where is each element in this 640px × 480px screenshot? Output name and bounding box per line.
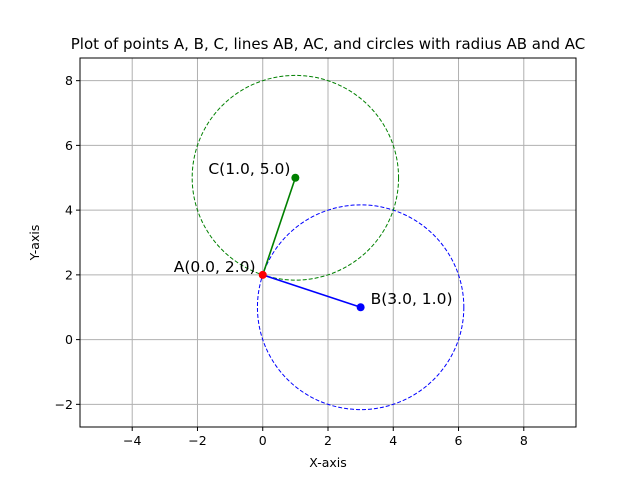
x-tick-label: −2 <box>188 433 206 448</box>
y-axis-label: Y-axis <box>27 225 42 262</box>
x-tick-label: −4 <box>123 433 141 448</box>
point-c-label: C(1.0, 5.0) <box>208 160 290 178</box>
y-tick-label: 2 <box>65 267 73 282</box>
segment-ac <box>261 177 297 276</box>
y-tick-label: −2 <box>55 397 73 412</box>
y-tick-label: 0 <box>65 332 73 347</box>
circle-ab-dashed <box>256 204 465 411</box>
x-axis-label: X-axis <box>309 455 347 470</box>
point-a-marker <box>258 270 267 279</box>
point-a-label: A(0.0, 2.0) <box>174 258 256 276</box>
segment-ab <box>262 274 361 308</box>
circles <box>191 74 465 411</box>
circle-ac-dashed <box>191 74 400 281</box>
x-tick-label: 4 <box>389 433 397 448</box>
point-b-marker <box>356 303 365 312</box>
x-tick-label: 6 <box>455 433 463 448</box>
y-tick-label: 4 <box>65 203 73 218</box>
segments <box>261 177 361 308</box>
x-tick-label: 2 <box>324 433 332 448</box>
x-tick-label: 0 <box>259 433 267 448</box>
points <box>258 173 365 312</box>
x-axis-ticks: −4 −2 0 2 4 6 8 <box>123 427 528 448</box>
x-tick-label: 8 <box>520 433 528 448</box>
y-tick-label: 6 <box>65 138 73 153</box>
chart-title: Plot of points A, B, C, lines AB, AC, an… <box>71 35 585 53</box>
y-tick-label: 8 <box>65 73 73 88</box>
y-axis-ticks: −2 0 2 4 6 8 <box>55 73 80 412</box>
point-labels: A(0.0, 2.0) B(3.0, 1.0) C(1.0, 5.0) <box>174 160 453 308</box>
point-c-marker <box>291 173 300 182</box>
point-b-label: B(3.0, 1.0) <box>371 290 453 308</box>
